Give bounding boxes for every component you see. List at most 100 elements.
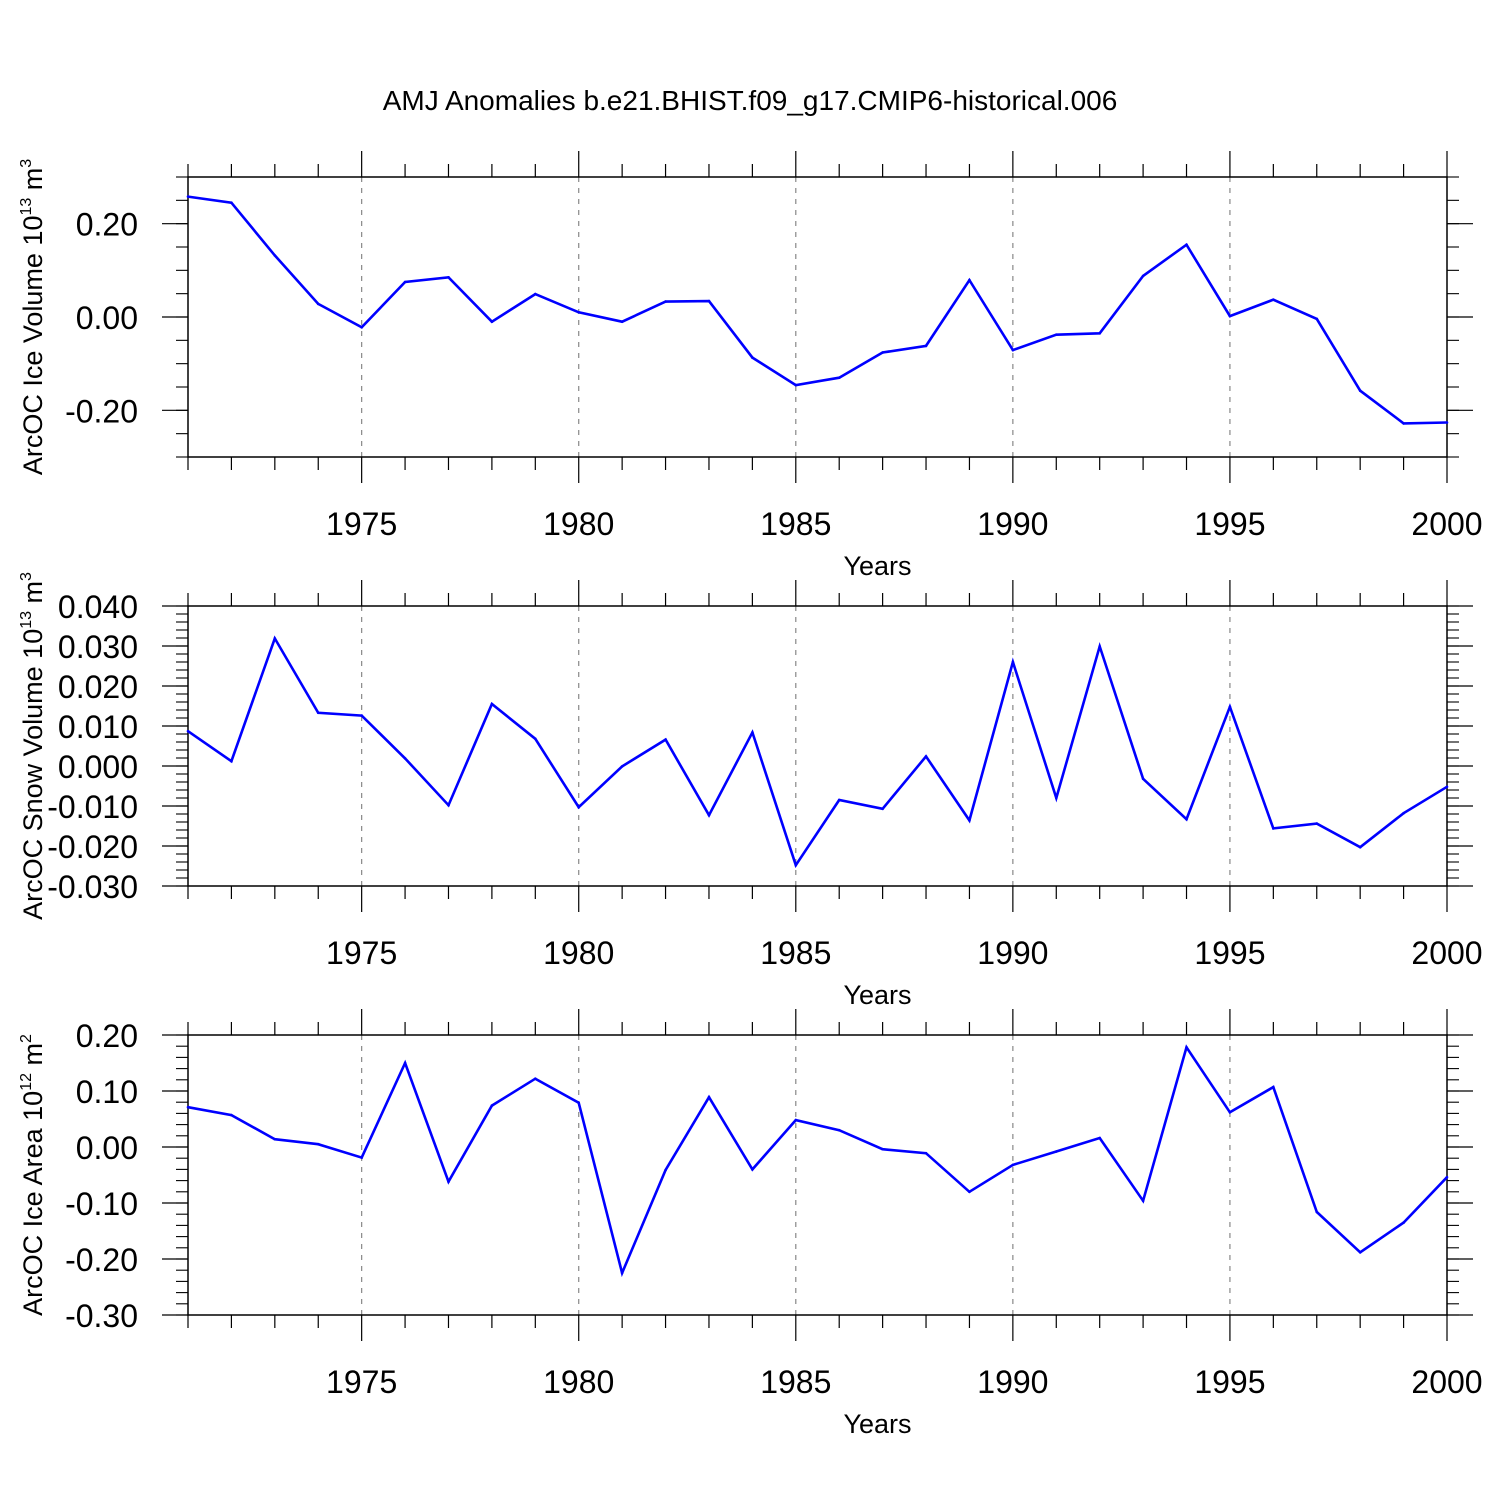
data-point-1986 [837, 798, 841, 802]
y-tick-label: 0.040 [58, 589, 138, 625]
y-axis-label-exponent: 12 [18, 1073, 35, 1091]
data-point-1992 [1098, 1136, 1101, 1140]
data-point-1996 [1272, 827, 1275, 830]
data-point-1991 [1055, 1150, 1058, 1153]
y-axis-label-unit: m [18, 1043, 48, 1073]
x-tick-label-1980: 1980 [543, 935, 614, 971]
data-point-1976 [403, 757, 407, 760]
data-point-1995 [1228, 705, 1232, 709]
data-point-1982 [664, 1168, 667, 1172]
x-tick-label-1980: 1980 [543, 1364, 614, 1400]
data-point-1995 [1228, 1111, 1232, 1114]
y-tick-label: 0.20 [76, 207, 138, 243]
data-point-1974 [316, 1142, 320, 1146]
y-axis-label-text: ArcOC Ice Area 10 [18, 1091, 48, 1316]
x-tick-label-1990: 1990 [977, 506, 1048, 542]
y-axis-label-unit-exponent: 3 [18, 159, 35, 168]
y-tick-label: -0.020 [47, 829, 138, 865]
y-axis-label-unit: m [18, 581, 48, 611]
x-tick-label-1985: 1985 [760, 1364, 831, 1400]
y-axis-label-text: ArcOC Ice Volume 10 [18, 216, 48, 476]
data-point-1997 [1315, 822, 1319, 825]
y-tick-label: 0.20 [76, 1018, 138, 1054]
data-point-1979 [534, 1077, 537, 1080]
data-point-1999 [1402, 811, 1405, 815]
x-tick-label-1985: 1985 [760, 935, 831, 971]
data-point-1985 [794, 1118, 798, 1122]
data-point-1973 [273, 254, 277, 257]
data-point-1996 [1272, 298, 1275, 302]
data-point-1983 [707, 299, 711, 303]
data-point-1990 [1011, 660, 1015, 664]
data-point-1999 [1402, 1221, 1405, 1224]
data-point-1988 [924, 1151, 928, 1155]
panel-2: 1975 1980 1985 1990 1995 2000 Years -0.030 -0.02… [18, 572, 1483, 1010]
x-tick-label-1990: 1990 [977, 935, 1048, 971]
data-point-1998 [1358, 1251, 1362, 1254]
data-point-1991 [1055, 796, 1058, 800]
data-point-1988 [924, 344, 928, 348]
data-point-1989 [968, 819, 971, 822]
series-line-arcoc-ice-volume [187, 195, 1448, 425]
data-point-1994 [1185, 243, 1188, 246]
y-tick-label: 0.00 [76, 1130, 138, 1166]
x-axis-label: Years [843, 1409, 911, 1439]
data-point-1994 [1185, 1046, 1188, 1049]
y-tick-label: -0.030 [47, 869, 138, 905]
data-point-2000 [1445, 1175, 1449, 1179]
data-point-1977 [447, 276, 450, 279]
y-tick-label: 0.010 [58, 709, 138, 745]
x-tick-label-1990: 1990 [977, 1364, 1048, 1400]
data-point-1984 [751, 356, 754, 359]
data-point-1992 [1098, 645, 1101, 648]
data-point-1971 [186, 195, 190, 198]
data-point-1974 [316, 302, 320, 306]
data-point-1993 [1141, 274, 1145, 278]
data-point-1980 [577, 805, 580, 809]
data-point-1988 [924, 755, 928, 758]
x-tick-label-1995: 1995 [1194, 506, 1265, 542]
data-point-1984 [751, 1168, 754, 1171]
data-point-1980 [577, 1101, 580, 1105]
data-point-1996 [1272, 1085, 1275, 1089]
data-point-2000 [1445, 785, 1449, 789]
data-point-1995 [1228, 314, 1232, 318]
data-point-1981 [620, 1271, 624, 1275]
panels: 1975 1980 1985 1990 1995 2000 Years -0.20 0.00 0.… [18, 151, 1483, 1439]
series-line-arcoc-snow-volume [187, 635, 1448, 869]
chart-title: AMJ Anomalies b.e21.BHIST.f09_g17.CMIP6-… [383, 85, 1118, 116]
y-axis-label-exponent: 13 [18, 611, 35, 629]
data-point-1993 [1141, 777, 1145, 781]
data-point-1979 [534, 292, 537, 296]
data-point-1978 [490, 320, 494, 324]
data-point-1977 [447, 1180, 450, 1183]
y-tick-label: 0.000 [58, 749, 138, 785]
y-tick-label: -0.20 [65, 393, 138, 429]
data-point-1974 [316, 711, 320, 715]
y-tick-label: -0.10 [65, 1186, 138, 1222]
plot-frame [187, 176, 1448, 458]
data-point-1976 [403, 1061, 407, 1065]
panel-3: 1975 1980 1985 1990 1995 2000 Years -0.30 -0.20 -… [18, 1009, 1483, 1439]
y-tick-label: 0.020 [58, 669, 138, 705]
x-tick-label-1975: 1975 [326, 1364, 397, 1400]
data-point-1989 [968, 1190, 971, 1194]
y-tick-label: -0.30 [65, 1298, 138, 1334]
data-point-1997 [1315, 1210, 1319, 1214]
data-point-1993 [1141, 1199, 1145, 1203]
data-point-1980 [577, 311, 580, 314]
y-axis-label-text: ArcOC Snow Volume 10 [18, 629, 48, 920]
data-point-1985 [794, 863, 798, 867]
data-point-1985 [794, 383, 798, 387]
y-tick-label: -0.20 [65, 1242, 138, 1278]
data-point-1979 [534, 737, 537, 741]
data-point-1991 [1055, 333, 1058, 337]
data-point-1992 [1098, 332, 1101, 335]
data-point-1987 [881, 1147, 884, 1151]
y-axis-label: ArcOC Snow Volume 1013 m3 [18, 572, 48, 920]
plot-frame [187, 605, 1448, 887]
y-axis-label: ArcOC Ice Area 1012 m2 [18, 1034, 48, 1316]
data-point-1972 [230, 1113, 233, 1117]
data-point-1971 [186, 1105, 190, 1109]
y-axis-label-exponent: 13 [18, 198, 35, 216]
